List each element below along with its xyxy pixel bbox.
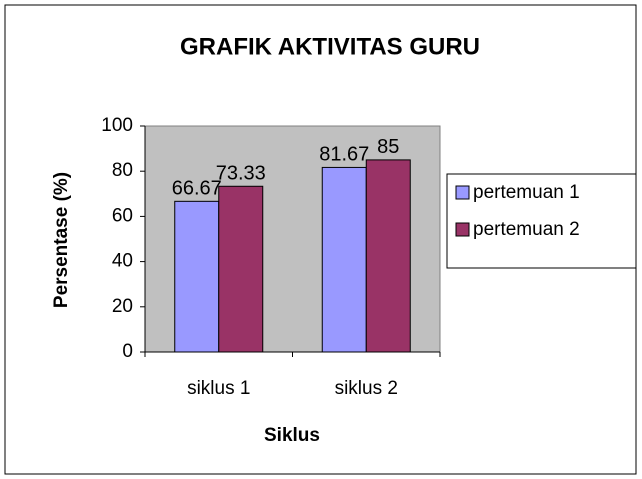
y-tick-label: 40 [112,251,133,272]
y-tick-label: 100 [101,115,133,136]
y-tick-label: 20 [112,296,133,317]
x-axis-label: Siklus [264,425,320,446]
data-label: 85 [377,136,399,158]
legend-swatch [455,185,470,200]
y-tick-label: 0 [122,341,133,362]
data-label: 73.33 [216,163,266,185]
legend-label: pertemuan 1 [473,182,580,203]
chart-title: GRAFIK AKTIVITAS GURU [180,33,480,60]
data-label: 66.67 [172,178,222,200]
legend-label: pertemuan 2 [473,219,580,240]
y-tick-label: 80 [112,160,133,181]
data-label: 81.67 [319,144,369,166]
legend-swatch [455,222,470,237]
x-tick-label: siklus 2 [335,378,398,399]
bar [321,166,367,353]
x-tick-label: siklus 1 [187,378,250,399]
bar [365,159,411,353]
bar [174,200,220,353]
y-tick-label: 60 [112,205,133,226]
bar [218,185,264,353]
legend-box [446,173,637,269]
y-axis-label: Persentase (%) [51,172,72,308]
